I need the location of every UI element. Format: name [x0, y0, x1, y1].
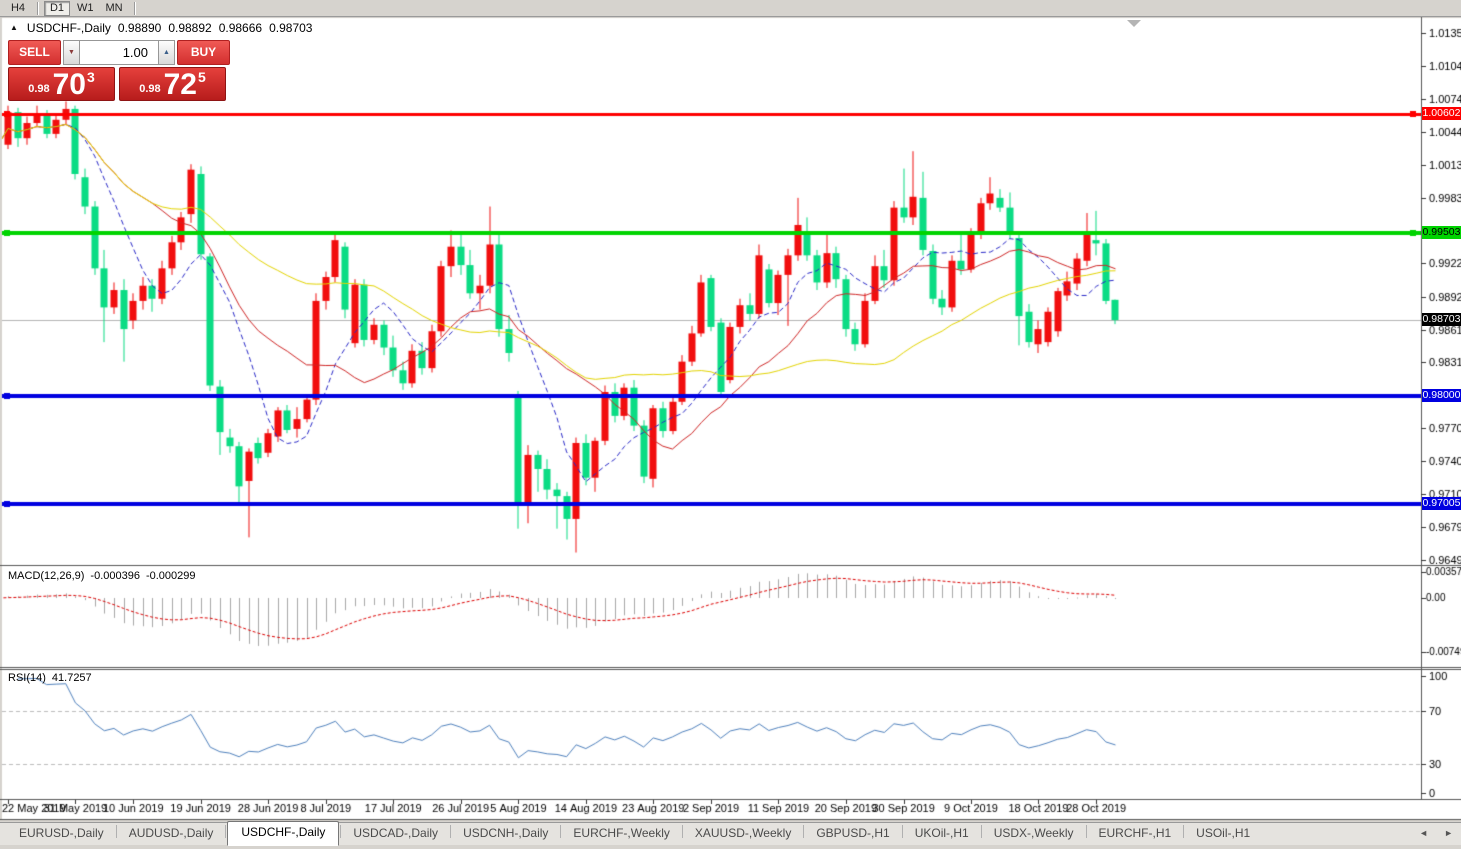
timeframe-d1-button[interactable]: D1: [44, 0, 70, 16]
chart-symbol-label: USDCHF-,Daily: [26, 21, 111, 35]
buy-price-box[interactable]: 0.98 72 5: [119, 67, 226, 101]
symbol-tab-usdx-weekly[interactable]: USDX-,Weekly: [993, 826, 1074, 840]
timeframe-mn-button[interactable]: MN: [101, 1, 128, 16]
buy-button[interactable]: BUY: [177, 40, 230, 65]
volume-decrease-button[interactable]: ▼: [63, 40, 80, 65]
ohlc-open: 0.98890: [117, 21, 162, 35]
tab-separator: [1183, 825, 1185, 838]
timeframe-h4-button[interactable]: H4: [5, 1, 31, 16]
symbol-tab-gbpusd-h1[interactable]: GBPUSD-,H1: [816, 826, 890, 840]
buy-price-point: 5: [198, 69, 206, 85]
toolbar-separator: [37, 1, 38, 15]
ohlc-low: 0.98666: [218, 21, 263, 35]
symbol-tab-usdchf-daily[interactable]: USDCHF-,Daily: [227, 821, 340, 846]
chart-title: ▲ USDCHF-,Daily 0.98890 0.98892 0.98666 …: [10, 21, 312, 35]
symbol-tab-bar: EURUSD-,Daily AUDUSD-,Daily USDCHF-,Daily U…: [0, 821, 1461, 846]
tab-separator: [560, 825, 562, 838]
macd-name: MACD(12,26,9): [8, 570, 85, 582]
tab-separator: [681, 825, 683, 838]
macd-main-value: -0.000396: [90, 570, 140, 582]
rsi-indicator-label: RSI(14) 41.7257: [8, 672, 92, 684]
support-line-price-tag[interactable]: 0.98000: [1422, 389, 1461, 402]
tab-separator: [901, 825, 903, 838]
tab-separator: [450, 825, 452, 838]
buy-price-integer: 0.98: [139, 83, 161, 95]
ohlc-close: 0.98703: [269, 21, 313, 35]
macd-signal-value: -0.000299: [145, 570, 196, 582]
volume-input[interactable]: [80, 40, 158, 65]
timeframe-w1-button[interactable]: W1: [72, 1, 99, 16]
chart-canvas[interactable]: [0, 0, 1461, 822]
rsi-value: 41.7257: [51, 672, 92, 684]
tab-separator: [1085, 825, 1087, 838]
buy-price-pips: 72: [163, 68, 197, 102]
symbol-tab-usoil-h1[interactable]: USOil-,H1: [1196, 826, 1251, 840]
volume-up-icon: ▲: [163, 49, 170, 56]
tabs-scroll-left-icon[interactable]: ◄: [1419, 828, 1429, 838]
symbol-tab-audusd-daily[interactable]: AUDUSD-,Daily: [128, 826, 214, 840]
symbol-tab-ukoil-h1[interactable]: UKOil-,H1: [914, 826, 969, 840]
sell-price-pips: 70: [52, 68, 86, 102]
tab-separator: [340, 825, 342, 838]
tabs-scroll-right-icon[interactable]: ►: [1444, 828, 1453, 838]
rsi-name: RSI(14): [8, 672, 46, 684]
tab-separator: [803, 825, 805, 838]
resistance-line-price-tag[interactable]: 1.00602: [1422, 107, 1461, 120]
sell-price-point: 3: [87, 69, 95, 85]
tab-separator: [225, 825, 227, 838]
pivot-line-price-tag[interactable]: 0.99503: [1422, 226, 1461, 239]
symbol-tab-xauusd-weekly[interactable]: XAUUSD-,Weekly: [694, 826, 792, 840]
toolbar-separator: [133, 1, 135, 15]
symbol-tab-usdcnh-daily[interactable]: USDCNH-,Daily: [463, 826, 549, 840]
chart-scroll-end-icon[interactable]: [1127, 20, 1141, 27]
symbol-tab-eurchf-weekly[interactable]: EURCHF-,Weekly: [573, 826, 670, 840]
sell-button[interactable]: SELL: [8, 40, 61, 65]
sell-price-box[interactable]: 0.98 70 3: [8, 67, 115, 101]
current-price-tag: 0.98703: [1422, 313, 1461, 326]
volume-increase-button[interactable]: ▲: [158, 40, 175, 65]
ohlc-high: 0.98892: [168, 21, 212, 35]
status-strip: [0, 846, 1461, 849]
symbol-tab-usdcad-daily[interactable]: USDCAD-,Daily: [353, 826, 439, 840]
macd-indicator-label: MACD(12,26,9) -0.000396 -0.000299: [8, 570, 196, 582]
sell-price-integer: 0.98: [28, 83, 50, 95]
volume-down-icon: ▼: [68, 49, 75, 56]
symbol-tab-eurchf-h1[interactable]: EURCHF-,H1: [1098, 826, 1172, 840]
support2-line-price-tag[interactable]: 0.97005: [1422, 497, 1461, 510]
tab-separator: [115, 825, 117, 838]
tab-separator: [980, 825, 982, 838]
timeframe-toolbar: H4 D1 W1 MN: [0, 0, 1461, 17]
chart-collapse-icon[interactable]: ▲: [10, 23, 18, 32]
symbol-tab-eurusd-daily[interactable]: EURUSD-,Daily: [19, 826, 104, 840]
